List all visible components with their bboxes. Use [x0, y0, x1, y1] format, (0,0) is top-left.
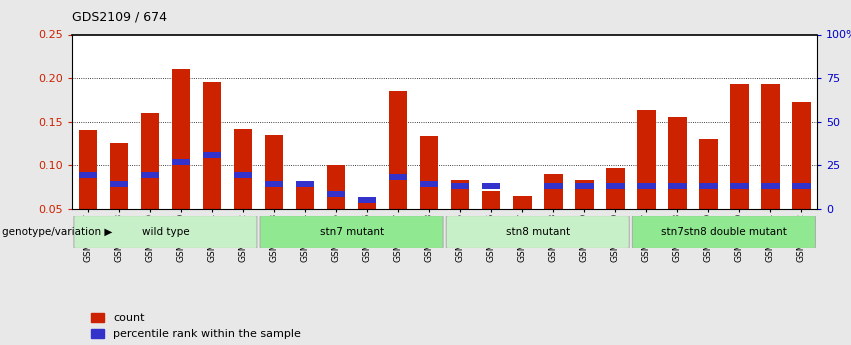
Bar — [792, 183, 811, 189]
Bar — [420, 136, 438, 209]
Bar — [420, 181, 438, 187]
Bar — [606, 183, 625, 189]
Bar — [761, 183, 780, 189]
Bar — [110, 181, 129, 187]
Bar — [203, 82, 221, 209]
Bar — [296, 181, 314, 187]
Bar — [482, 183, 500, 189]
Bar — [637, 110, 655, 209]
Bar — [761, 84, 780, 209]
Bar — [265, 135, 283, 209]
FancyBboxPatch shape — [632, 216, 815, 248]
Text: genotype/variation ▶: genotype/variation ▶ — [2, 227, 112, 237]
FancyBboxPatch shape — [260, 216, 443, 248]
Bar — [172, 69, 191, 209]
Bar — [327, 165, 346, 209]
Bar — [637, 183, 655, 189]
Bar — [327, 191, 346, 197]
Bar — [668, 117, 687, 209]
Bar — [482, 191, 500, 209]
Bar — [140, 172, 159, 178]
Bar — [234, 129, 252, 209]
Bar — [699, 183, 717, 189]
Text: stn7 mutant: stn7 mutant — [319, 227, 384, 237]
Bar — [110, 144, 129, 209]
Bar — [544, 183, 563, 189]
Bar — [265, 181, 283, 187]
Text: wild type: wild type — [141, 227, 189, 237]
Bar — [513, 220, 532, 226]
Bar — [730, 183, 749, 189]
Bar — [78, 130, 97, 209]
Bar — [389, 174, 408, 180]
Bar — [575, 180, 593, 209]
Bar — [792, 102, 811, 209]
Bar — [451, 180, 470, 209]
FancyBboxPatch shape — [74, 216, 257, 248]
Text: stn7stn8 double mutant: stn7stn8 double mutant — [661, 227, 787, 237]
FancyBboxPatch shape — [446, 216, 629, 248]
Bar — [668, 183, 687, 189]
Bar — [203, 152, 221, 158]
Bar — [730, 84, 749, 209]
Bar — [699, 139, 717, 209]
Legend: count, percentile rank within the sample: count, percentile rank within the sample — [91, 313, 300, 339]
Bar — [544, 174, 563, 209]
Bar — [357, 200, 376, 209]
Bar — [172, 159, 191, 165]
Bar — [575, 183, 593, 189]
Text: GDS2109 / 674: GDS2109 / 674 — [72, 10, 168, 23]
Bar — [451, 183, 470, 189]
Bar — [234, 172, 252, 178]
Bar — [357, 197, 376, 203]
Text: stn8 mutant: stn8 mutant — [505, 227, 570, 237]
Bar — [296, 183, 314, 209]
Bar — [606, 168, 625, 209]
Bar — [513, 196, 532, 209]
Bar — [78, 172, 97, 178]
Bar — [140, 113, 159, 209]
Bar — [389, 91, 408, 209]
